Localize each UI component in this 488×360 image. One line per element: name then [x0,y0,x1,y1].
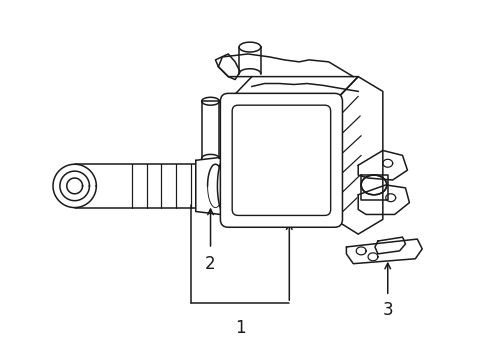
FancyBboxPatch shape [220,93,342,227]
Text: 1: 1 [234,319,245,337]
Polygon shape [228,77,358,101]
Polygon shape [358,185,408,215]
Polygon shape [195,157,225,215]
Text: 3: 3 [382,301,392,319]
FancyBboxPatch shape [232,105,330,215]
Polygon shape [374,237,405,254]
Polygon shape [215,54,240,80]
Polygon shape [346,239,421,264]
Text: 2: 2 [205,255,215,273]
Polygon shape [358,150,407,180]
Polygon shape [361,175,387,200]
Polygon shape [334,77,382,234]
